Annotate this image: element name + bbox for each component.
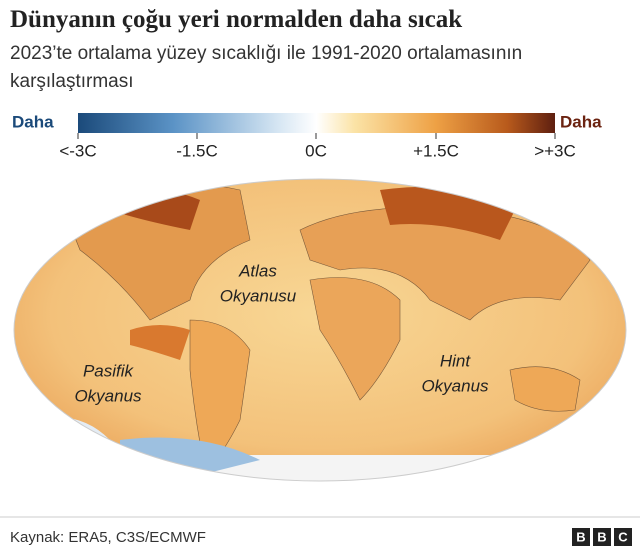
logo-letter: C <box>618 529 628 544</box>
legend-tick-label: +1.5C <box>413 141 459 160</box>
logo-box <box>614 528 632 546</box>
legend-tick-label: <-3C <box>59 141 96 160</box>
ocean-label: Hint <box>440 351 472 370</box>
title: Dünyanın çoğu yeri normalden daha sıcak <box>10 6 463 33</box>
source: Kaynak: ERA5, C3S/ECMWF <box>10 529 206 546</box>
logo-box <box>572 528 590 546</box>
map <box>14 179 626 481</box>
legend-tick-label: >+3C <box>534 141 576 160</box>
ocean-label: Pasifik <box>83 361 135 380</box>
legend-tick-label: 0C <box>305 141 327 160</box>
subtitle: 2023’te ortalama yüzey sıcaklığı ile 199… <box>10 43 523 92</box>
legend-left-label: Daha <box>12 112 54 131</box>
ocean-label: Okyanus <box>421 376 489 395</box>
legend-tick-label: -1.5C <box>176 141 218 160</box>
logo-letter: B <box>576 529 585 544</box>
logo-letter: B <box>597 529 606 544</box>
logo-box <box>593 528 611 546</box>
ocean-label: Okyanusu <box>220 286 297 305</box>
legend-right-label: Daha <box>560 112 602 131</box>
ocean-label: Atlas <box>238 261 277 280</box>
color-bar <box>78 113 555 133</box>
ocean-label: Okyanus <box>74 386 142 405</box>
